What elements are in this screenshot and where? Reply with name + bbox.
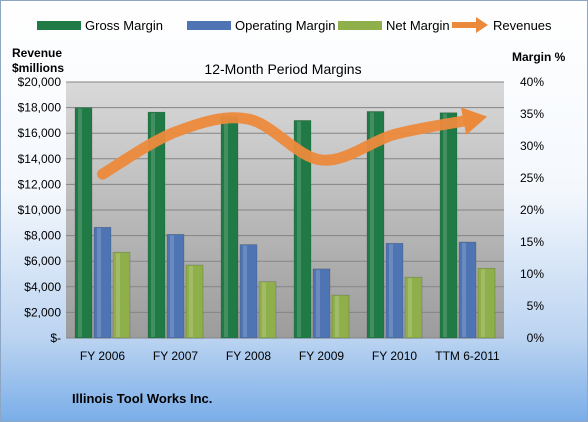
bar-highlight — [443, 113, 447, 337]
x-axis-ticks: FY 2006 FY 2007 FY 2008 FY 2009 FY 2010 TTM 6… — [80, 349, 500, 363]
bar-highlight — [243, 245, 247, 337]
gross-margin-bar — [220, 116, 239, 339]
legend-arrow-revenues — [476, 17, 488, 33]
legend: Gross Margin Operating Margin Net Margin Re… — [37, 17, 552, 33]
bar-highlight — [335, 296, 339, 337]
right-tick-label: 40% — [520, 75, 544, 89]
left-tick-label: $6,000 — [24, 254, 61, 268]
operating-margin-bar — [93, 226, 112, 339]
revenue-line — [97, 107, 488, 180]
legend-swatch-operating-margin — [187, 21, 231, 30]
bar-highlight — [389, 244, 393, 337]
bar-highlight — [116, 253, 120, 337]
left-axis-title-line2: $millions — [12, 61, 64, 75]
right-tick-label: 10% — [520, 267, 544, 281]
left-tick-label: $10,000 — [18, 203, 62, 217]
revenue-arrowhead — [460, 107, 488, 135]
bar-highlight — [189, 266, 193, 337]
right-tick-label: 0% — [527, 331, 545, 345]
left-tick-label: $4,000 — [24, 280, 61, 294]
operating-margin-bar — [458, 241, 477, 339]
net-margin-bar — [185, 264, 204, 339]
bar-highlight — [462, 243, 466, 337]
bar-highlight — [224, 117, 228, 337]
left-tick-label: $20,000 — [18, 75, 62, 89]
legend-label-net-margin: Net Margin — [386, 18, 450, 33]
bar-highlight — [408, 278, 412, 337]
gross-margin-bar — [439, 112, 458, 339]
right-axis-ticks: 0% 5% 10% 15% 20% 25% 30% 35% 40% — [520, 75, 544, 345]
left-axis-title-line1: Revenue — [12, 46, 62, 60]
left-tick-label: $12,000 — [18, 177, 62, 191]
bar-highlight — [78, 108, 82, 337]
right-tick-label: 20% — [520, 203, 544, 217]
operating-margin-bar — [385, 242, 404, 339]
bar-highlight — [481, 269, 485, 337]
right-axis-title: Margin % — [512, 50, 566, 64]
x-tick-label: FY 2010 — [372, 349, 417, 363]
bars — [74, 107, 496, 339]
legend-swatch-gross-margin — [37, 21, 81, 30]
bar-highlight — [370, 112, 374, 337]
net-margin-bar — [112, 251, 131, 339]
left-tick-label: $2,000 — [24, 305, 61, 319]
legend-label-revenues: Revenues — [493, 18, 552, 33]
gross-margin-bar — [74, 107, 93, 339]
x-tick-label: FY 2006 — [80, 349, 125, 363]
right-tick-label: 25% — [520, 171, 544, 185]
x-tick-label: TTM 6-2011 — [435, 349, 500, 363]
net-margin-bar — [404, 276, 423, 339]
right-tick-label: 35% — [520, 107, 544, 121]
bar-highlight — [297, 121, 301, 338]
bar-highlight — [151, 113, 155, 337]
left-tick-label: $18,000 — [18, 101, 62, 115]
x-tick-label: FY 2008 — [226, 349, 271, 363]
left-tick-label: $8,000 — [24, 229, 61, 243]
operating-margin-bar — [312, 268, 331, 339]
legend-swatch-net-margin — [338, 21, 382, 30]
legend-label-gross-margin: Gross Margin — [85, 18, 163, 33]
x-tick-label: FY 2007 — [153, 349, 198, 363]
gross-margin-bar — [366, 111, 385, 339]
operating-margin-bar — [239, 244, 258, 339]
right-tick-label: 5% — [527, 299, 545, 313]
gridlines — [66, 81, 504, 339]
left-tick-label: $16,000 — [18, 126, 62, 140]
bar-highlight — [262, 282, 266, 337]
left-tick-label: $14,000 — [18, 152, 62, 166]
x-tick-label: FY 2009 — [299, 349, 344, 363]
right-tick-label: 15% — [520, 235, 544, 249]
left-axis-ticks: $- $2,000 $4,000 $6,000 $8,000 $10,000 $12,000… — [18, 75, 62, 345]
bar-highlight — [170, 235, 174, 337]
revenue-line-path — [97, 112, 473, 180]
company-name: Illinois Tool Works Inc. — [72, 391, 212, 406]
chart-title: 12-Month Period Margins — [204, 61, 361, 77]
bar-highlight — [97, 228, 101, 337]
net-margin-bar — [477, 267, 496, 339]
legend-label-operating-margin: Operating Margin — [235, 18, 335, 33]
left-tick-label: $- — [50, 331, 61, 345]
gross-margin-bar — [293, 120, 312, 339]
right-tick-label: 30% — [520, 139, 544, 153]
operating-margin-bar — [166, 234, 185, 339]
net-margin-bar — [258, 281, 277, 339]
gross-margin-bar — [147, 111, 166, 339]
net-margin-bar — [331, 294, 350, 339]
bar-highlight — [316, 269, 320, 337]
